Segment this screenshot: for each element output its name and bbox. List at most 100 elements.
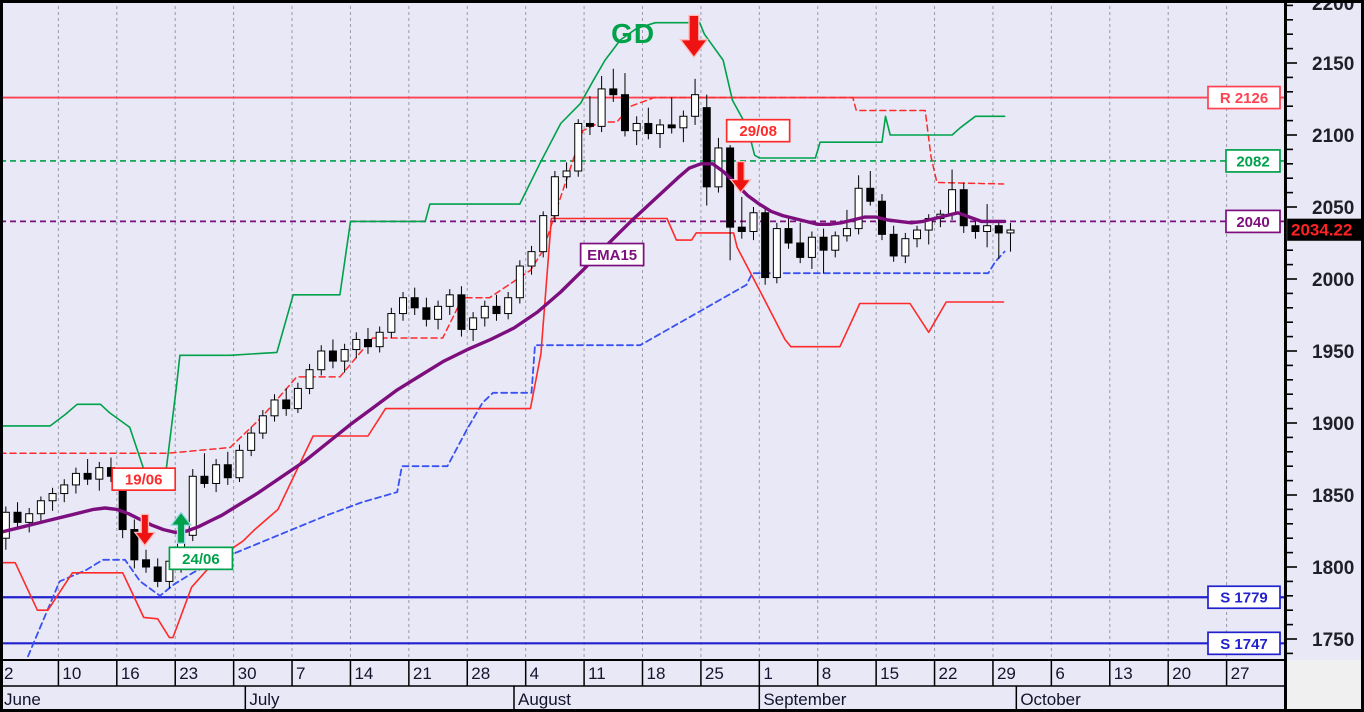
gd-signal-text: GD xyxy=(611,18,655,49)
annotation-24-06-text: 24/06 xyxy=(182,551,220,568)
annotation-19-06: 19/06 xyxy=(111,467,177,492)
week-label: 15 xyxy=(880,664,899,683)
candle xyxy=(142,559,151,568)
annotation-29-08: 29/08 xyxy=(725,118,791,143)
level-label-2082-box xyxy=(1225,149,1281,173)
candle xyxy=(644,122,653,135)
annotation-29-08-text: 29/08 xyxy=(739,123,777,140)
annotation-19-06-text: 19/06 xyxy=(125,472,163,489)
corner-bg xyxy=(1285,660,1364,710)
candle xyxy=(293,387,302,410)
candle xyxy=(889,233,898,257)
candle xyxy=(994,225,1003,234)
week-label: 20 xyxy=(1172,664,1191,683)
candle xyxy=(620,94,629,132)
level-label-s-1747-box xyxy=(1207,631,1281,656)
level-label-2082-text: 2082 xyxy=(1236,153,1269,170)
week-label: 2 xyxy=(4,664,13,683)
candle xyxy=(842,228,851,237)
y-axis-label: 2050 xyxy=(1312,198,1354,219)
y-axis-label: 1950 xyxy=(1312,342,1354,363)
week-label: 27 xyxy=(1231,664,1250,683)
candle xyxy=(410,297,419,309)
candle xyxy=(25,513,34,523)
y-axis: 2200 2150 2100 2050 2000 1950 1900 1850 1800 1750 xyxy=(1284,0,1354,710)
sell-arrow-29-08-icon xyxy=(729,160,752,194)
candle xyxy=(913,229,922,240)
annotation-EMA15: EMA15 xyxy=(579,242,645,267)
week-label: 22 xyxy=(939,664,958,683)
candle xyxy=(13,511,22,523)
candle xyxy=(363,338,372,348)
x-axis: 2 10 16 23 30 7 14 21 28 4 11 18 25 1 8 15 22 29 6 13 20 27Ju… xyxy=(0,659,1286,710)
candle xyxy=(831,235,840,251)
candle xyxy=(328,350,337,362)
week-label: 21 xyxy=(413,664,432,683)
last-price-value: 2034.22 xyxy=(1291,221,1352,240)
gd-sell-arrow-icon xyxy=(679,14,709,59)
candle xyxy=(807,236,816,258)
week-label: 14 xyxy=(354,664,373,683)
y-axis-label: 1850 xyxy=(1312,486,1354,507)
axis-gutter-bg xyxy=(1285,0,1364,660)
candle xyxy=(737,226,746,232)
candle xyxy=(574,122,583,172)
annotation-EMA15-box xyxy=(579,242,645,267)
month-label: June xyxy=(4,690,41,709)
candle xyxy=(399,297,408,315)
candle xyxy=(726,147,735,228)
level-label-2082: 2082 xyxy=(1225,149,1281,173)
level-label-s-1747: S 1747 xyxy=(1207,631,1281,656)
week-label: 13 xyxy=(1114,664,1133,683)
level-label-s-1747-text: S 1747 xyxy=(1220,636,1268,653)
candle xyxy=(679,115,688,129)
month-label: October xyxy=(1020,690,1081,709)
candle xyxy=(784,228,793,244)
level-label-r-2126-text: R 2126 xyxy=(1220,90,1268,107)
candle xyxy=(270,399,279,417)
candle xyxy=(223,464,232,479)
candle xyxy=(702,107,711,188)
week-label: 10 xyxy=(62,664,81,683)
candle xyxy=(854,187,863,230)
level-label-s-1779-box xyxy=(1207,585,1281,610)
candle xyxy=(550,176,559,217)
candle xyxy=(585,122,594,127)
level-label-2040-box xyxy=(1225,209,1281,234)
candle xyxy=(504,297,513,315)
sell-arrow-19-06-icon xyxy=(133,513,157,547)
candle xyxy=(761,212,770,279)
candle xyxy=(901,238,910,257)
candle xyxy=(153,566,162,582)
candle xyxy=(597,88,606,127)
candle xyxy=(819,236,828,251)
candle xyxy=(258,415,267,434)
candle xyxy=(609,88,618,96)
candle xyxy=(352,338,361,351)
candle xyxy=(691,94,700,117)
y-axis-label: 2000 xyxy=(1312,270,1354,291)
week-label: 29 xyxy=(997,664,1016,683)
y-axis-label: 1900 xyxy=(1312,414,1354,435)
month-label: July xyxy=(249,690,280,709)
candle xyxy=(247,432,256,451)
candle xyxy=(317,350,326,371)
level-label-r-2126: R 2126 xyxy=(1207,85,1281,110)
candle xyxy=(235,449,244,479)
candle xyxy=(632,122,641,132)
week-label: 16 xyxy=(121,664,140,683)
week-label: 18 xyxy=(647,664,666,683)
candle xyxy=(60,484,69,495)
candle xyxy=(527,251,536,267)
candle xyxy=(796,242,805,258)
month-label: September xyxy=(763,690,846,709)
candle xyxy=(340,349,349,362)
annotation-29-08-box xyxy=(725,118,791,143)
gridlines xyxy=(57,0,1228,660)
buy-arrow-24-06-icon xyxy=(169,511,193,544)
candle xyxy=(1,511,10,539)
week-label: 6 xyxy=(1055,664,1064,683)
